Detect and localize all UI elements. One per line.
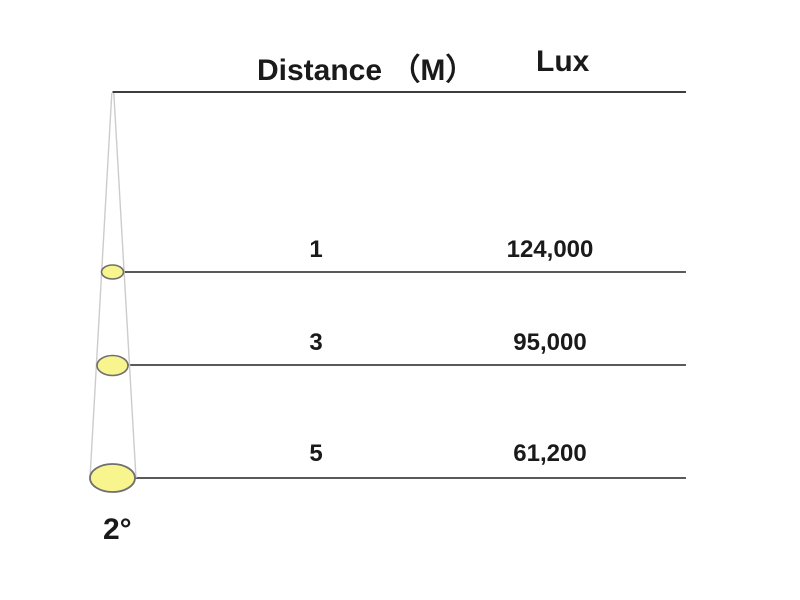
light-spot-1m [100, 264, 125, 280]
beam-cone-right-edge [113, 92, 137, 479]
lux-value-row1: 124,000 [506, 236, 594, 263]
lux-value-row3: 61,200 [513, 440, 587, 467]
column-header-lux: Lux [536, 45, 590, 78]
light-spot-5m [89, 463, 136, 493]
beam-cone-left-edge [89, 92, 113, 479]
beam-angle-label: 2° [103, 513, 132, 546]
distance-value-row3: 5 [309, 440, 323, 467]
column-header-distance: Distance （M） [257, 54, 476, 87]
light-spot-3m [96, 354, 129, 377]
distance-value-row1: 1 [309, 236, 323, 263]
lux-value-row2: 95,000 [513, 329, 587, 356]
distance-value-row2: 3 [309, 329, 323, 356]
